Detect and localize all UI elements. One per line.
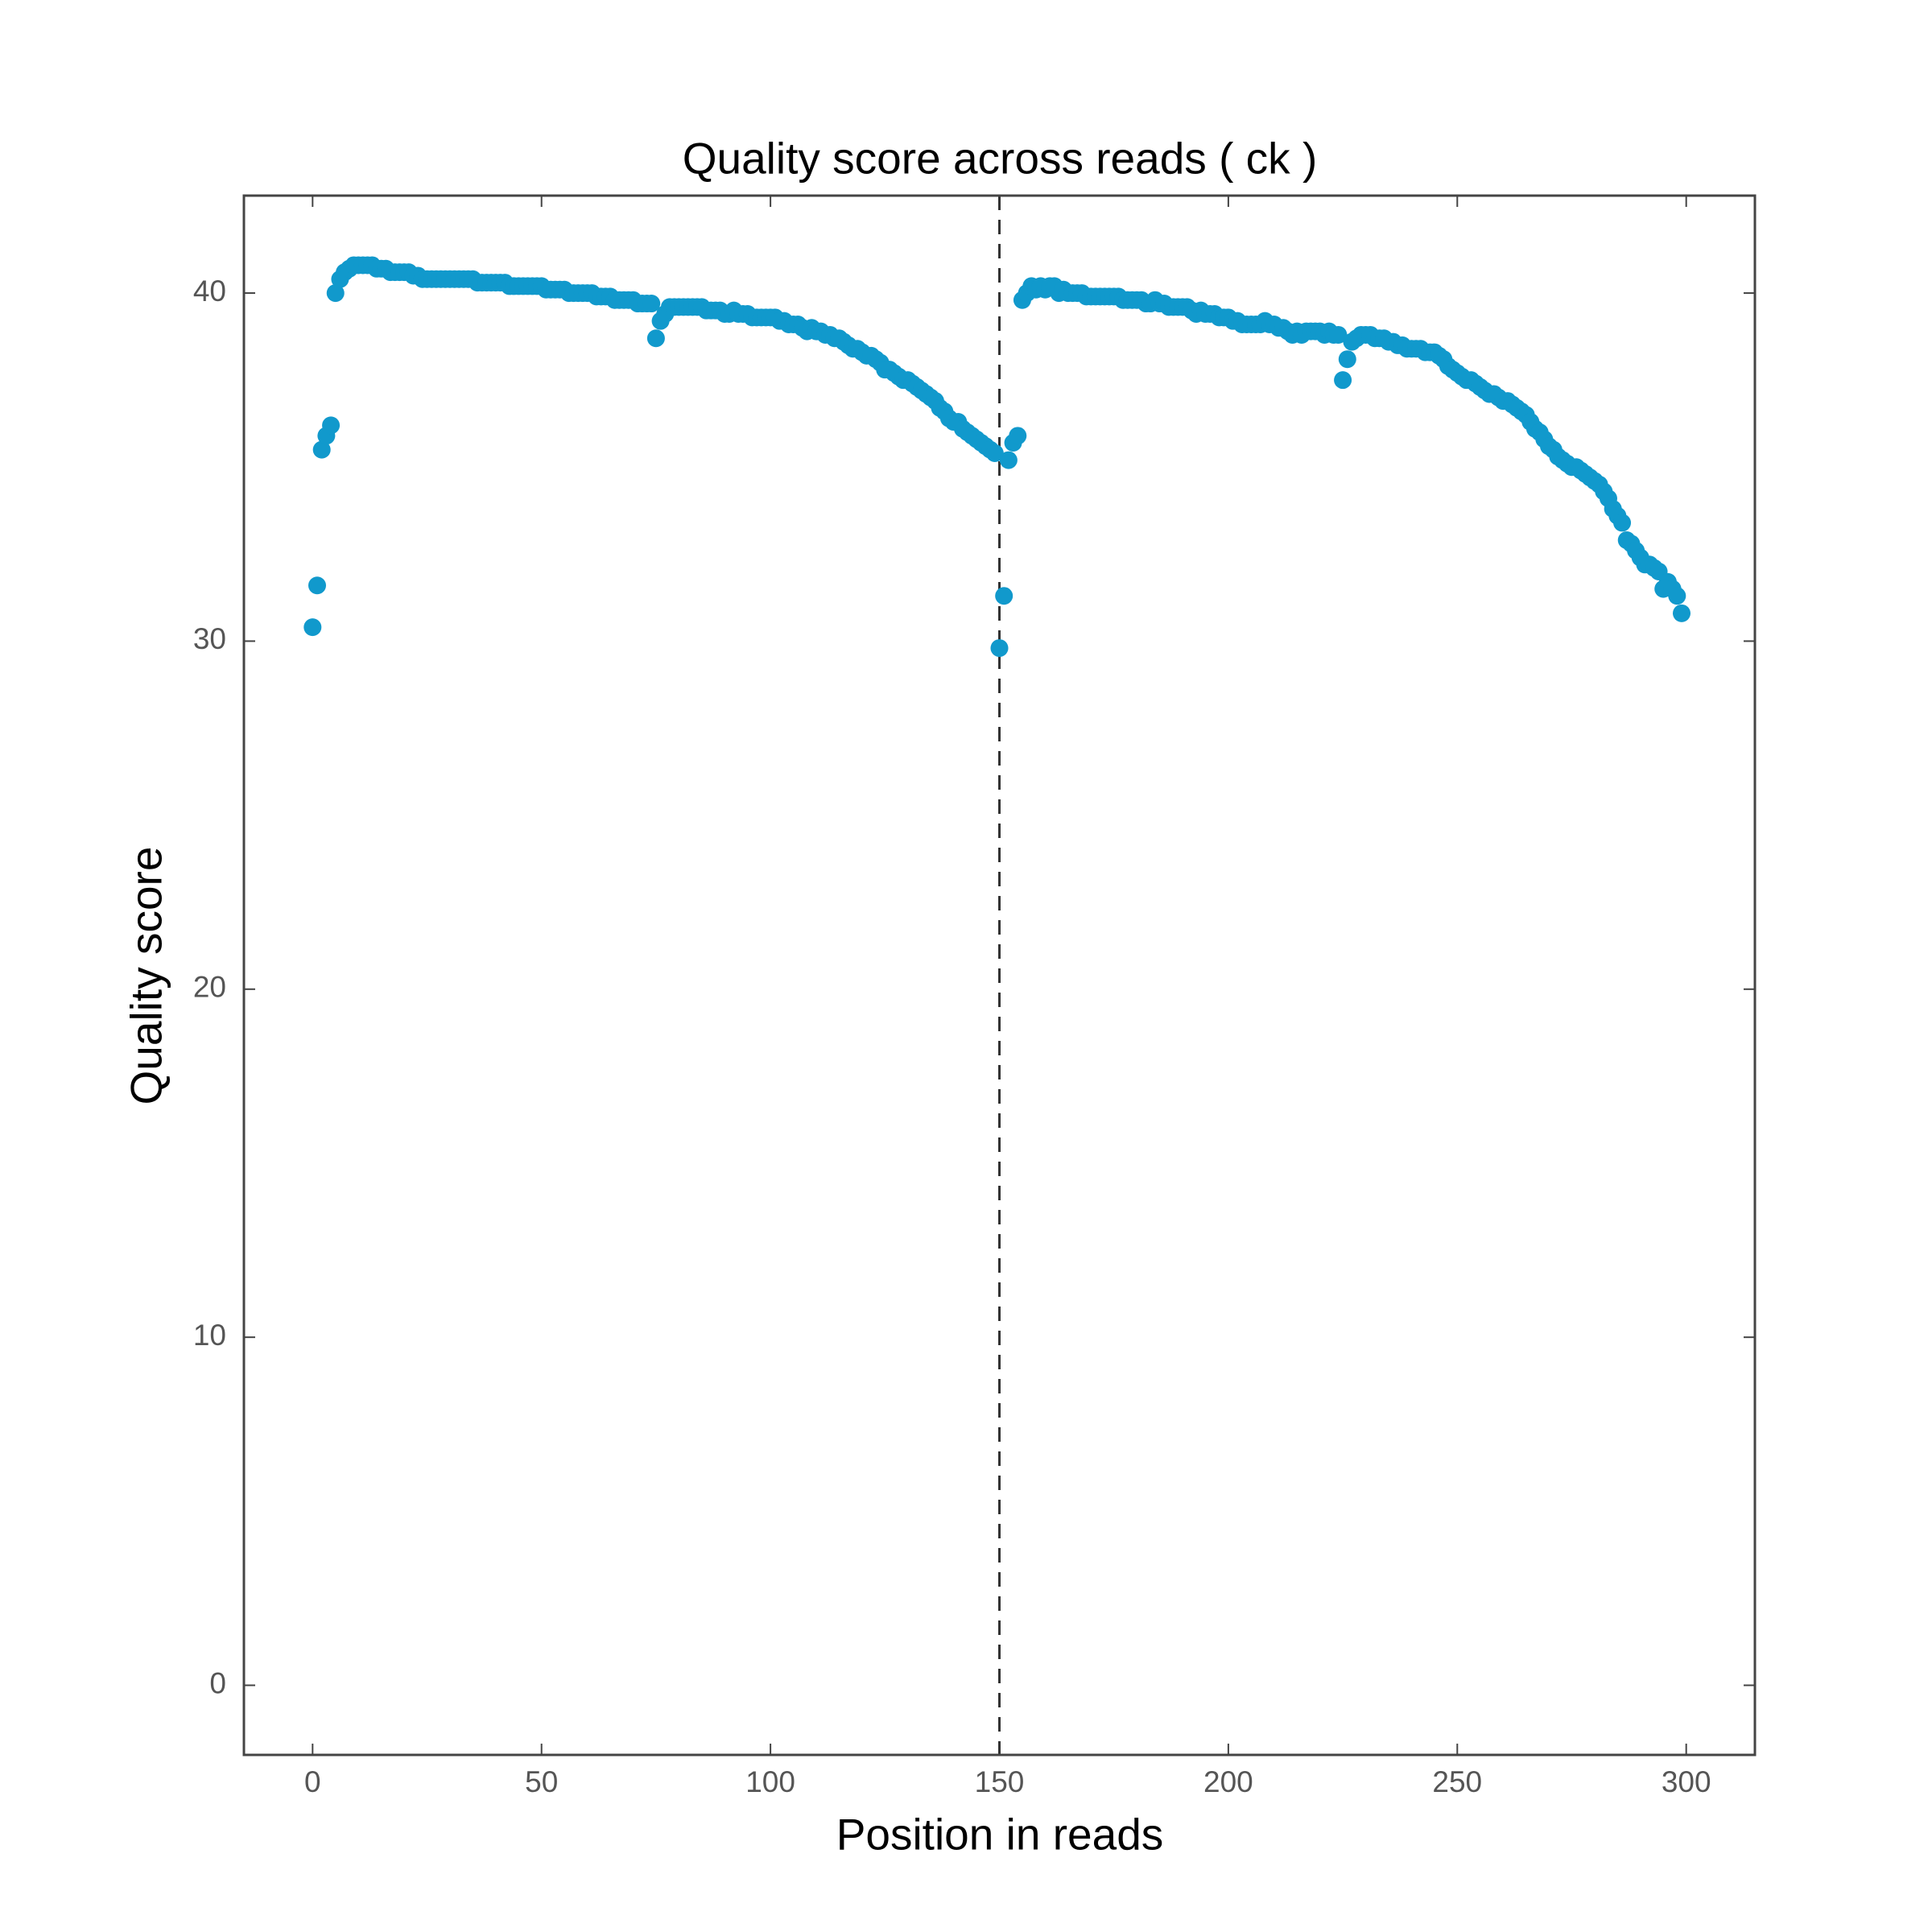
point xyxy=(642,295,661,313)
point xyxy=(308,576,327,595)
y-tick-label: 30 xyxy=(193,622,226,655)
y-tick-label: 0 xyxy=(209,1666,226,1699)
point xyxy=(1338,350,1356,369)
chart-title: Quality score across reads ( ck ) xyxy=(683,134,1318,184)
x-tick-label: 100 xyxy=(745,1765,795,1798)
x-tick-label: 0 xyxy=(304,1765,321,1798)
point xyxy=(995,587,1013,605)
point xyxy=(322,416,341,435)
point xyxy=(1668,587,1686,605)
x-axis-label: Position in reads xyxy=(836,1810,1164,1860)
point xyxy=(1672,604,1690,622)
point xyxy=(646,329,665,348)
y-tick-label: 40 xyxy=(193,275,226,308)
y-tick-label: 20 xyxy=(193,971,226,1004)
plot-frame xyxy=(242,194,1757,1757)
point xyxy=(985,444,1004,462)
y-tick-label: 10 xyxy=(193,1319,226,1352)
point xyxy=(1613,514,1632,532)
x-tick-label: 200 xyxy=(1203,1765,1253,1798)
point xyxy=(1329,325,1348,344)
point xyxy=(990,639,1009,658)
y-axis-label: Quality score xyxy=(122,847,171,1105)
x-tick-label: 300 xyxy=(1662,1765,1711,1798)
x-tick-label: 150 xyxy=(975,1765,1025,1798)
point xyxy=(303,618,322,637)
point xyxy=(312,440,331,459)
x-tick-label: 50 xyxy=(525,1765,558,1798)
x-tick-label: 250 xyxy=(1432,1765,1482,1798)
point xyxy=(326,284,345,303)
point xyxy=(1009,427,1027,445)
point xyxy=(999,451,1018,469)
point xyxy=(1334,371,1352,390)
